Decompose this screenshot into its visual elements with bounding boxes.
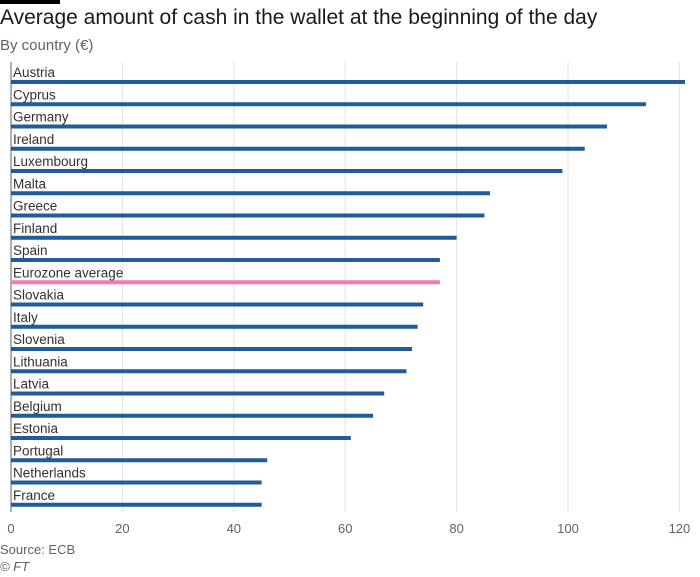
- bar-eurozone-average: [11, 280, 440, 285]
- bar: [11, 480, 262, 485]
- category-label: Luxembourg: [13, 154, 88, 169]
- x-tick-label: 40: [227, 521, 241, 536]
- bar: [11, 191, 491, 196]
- x-tick-label: 100: [557, 521, 579, 536]
- x-tick-label: 0: [7, 521, 14, 536]
- x-tick-label: 20: [115, 521, 129, 536]
- x-tick-label: 120: [669, 521, 691, 536]
- category-label: Latvia: [13, 377, 50, 392]
- bar: [11, 235, 457, 240]
- bar: [11, 124, 608, 129]
- source-note: Source: ECB: [0, 542, 76, 557]
- category-label: Germany: [13, 110, 69, 125]
- x-tick-label: 80: [449, 521, 463, 536]
- category-label: Portugal: [13, 443, 63, 458]
- credit-note: © FT: [0, 559, 30, 574]
- category-label: Estonia: [13, 421, 59, 436]
- bar: [11, 146, 585, 151]
- category-label: Slovenia: [13, 332, 65, 347]
- category-label: Netherlands: [13, 466, 86, 481]
- category-label: Ireland: [13, 132, 54, 147]
- category-label: Austria: [13, 65, 56, 80]
- bar: [11, 413, 374, 418]
- category-label: Belgium: [13, 399, 62, 414]
- category-label: Slovakia: [13, 288, 65, 303]
- category-label: France: [13, 488, 55, 503]
- bars: [11, 80, 685, 507]
- bar: [11, 391, 385, 396]
- bar: [11, 213, 485, 218]
- bar: [11, 258, 440, 262]
- bar: [11, 458, 268, 463]
- bar: [11, 324, 418, 329]
- category-label: Spain: [13, 243, 48, 258]
- bar: [11, 502, 262, 507]
- chart-subtitle: By country (€): [0, 37, 94, 54]
- category-label: Eurozone average: [13, 265, 123, 280]
- gridlines: [10, 62, 680, 512]
- bar: [11, 169, 563, 173]
- bar: [11, 436, 351, 440]
- category-label: Italy: [13, 310, 38, 325]
- bar: [11, 80, 685, 84]
- category-label: Lithuania: [13, 354, 68, 369]
- x-tick-label: 60: [338, 521, 352, 536]
- category-labels: Austria Cyprus Germany Ireland Luxembourg Mal…: [13, 65, 123, 503]
- chart-title: Average amount of cash in the wallet at …: [0, 6, 598, 29]
- category-label: Cyprus: [13, 87, 56, 102]
- x-axis: 0 20 40 60 80 100 120: [7, 521, 690, 536]
- category-label: Greece: [13, 199, 57, 214]
- brand-bar: [0, 0, 60, 4]
- category-label: Malta: [13, 176, 47, 191]
- bar: [11, 369, 407, 374]
- bar: [11, 302, 424, 307]
- bar: [11, 102, 647, 107]
- category-label: Finland: [13, 221, 57, 236]
- bar: [11, 347, 413, 351]
